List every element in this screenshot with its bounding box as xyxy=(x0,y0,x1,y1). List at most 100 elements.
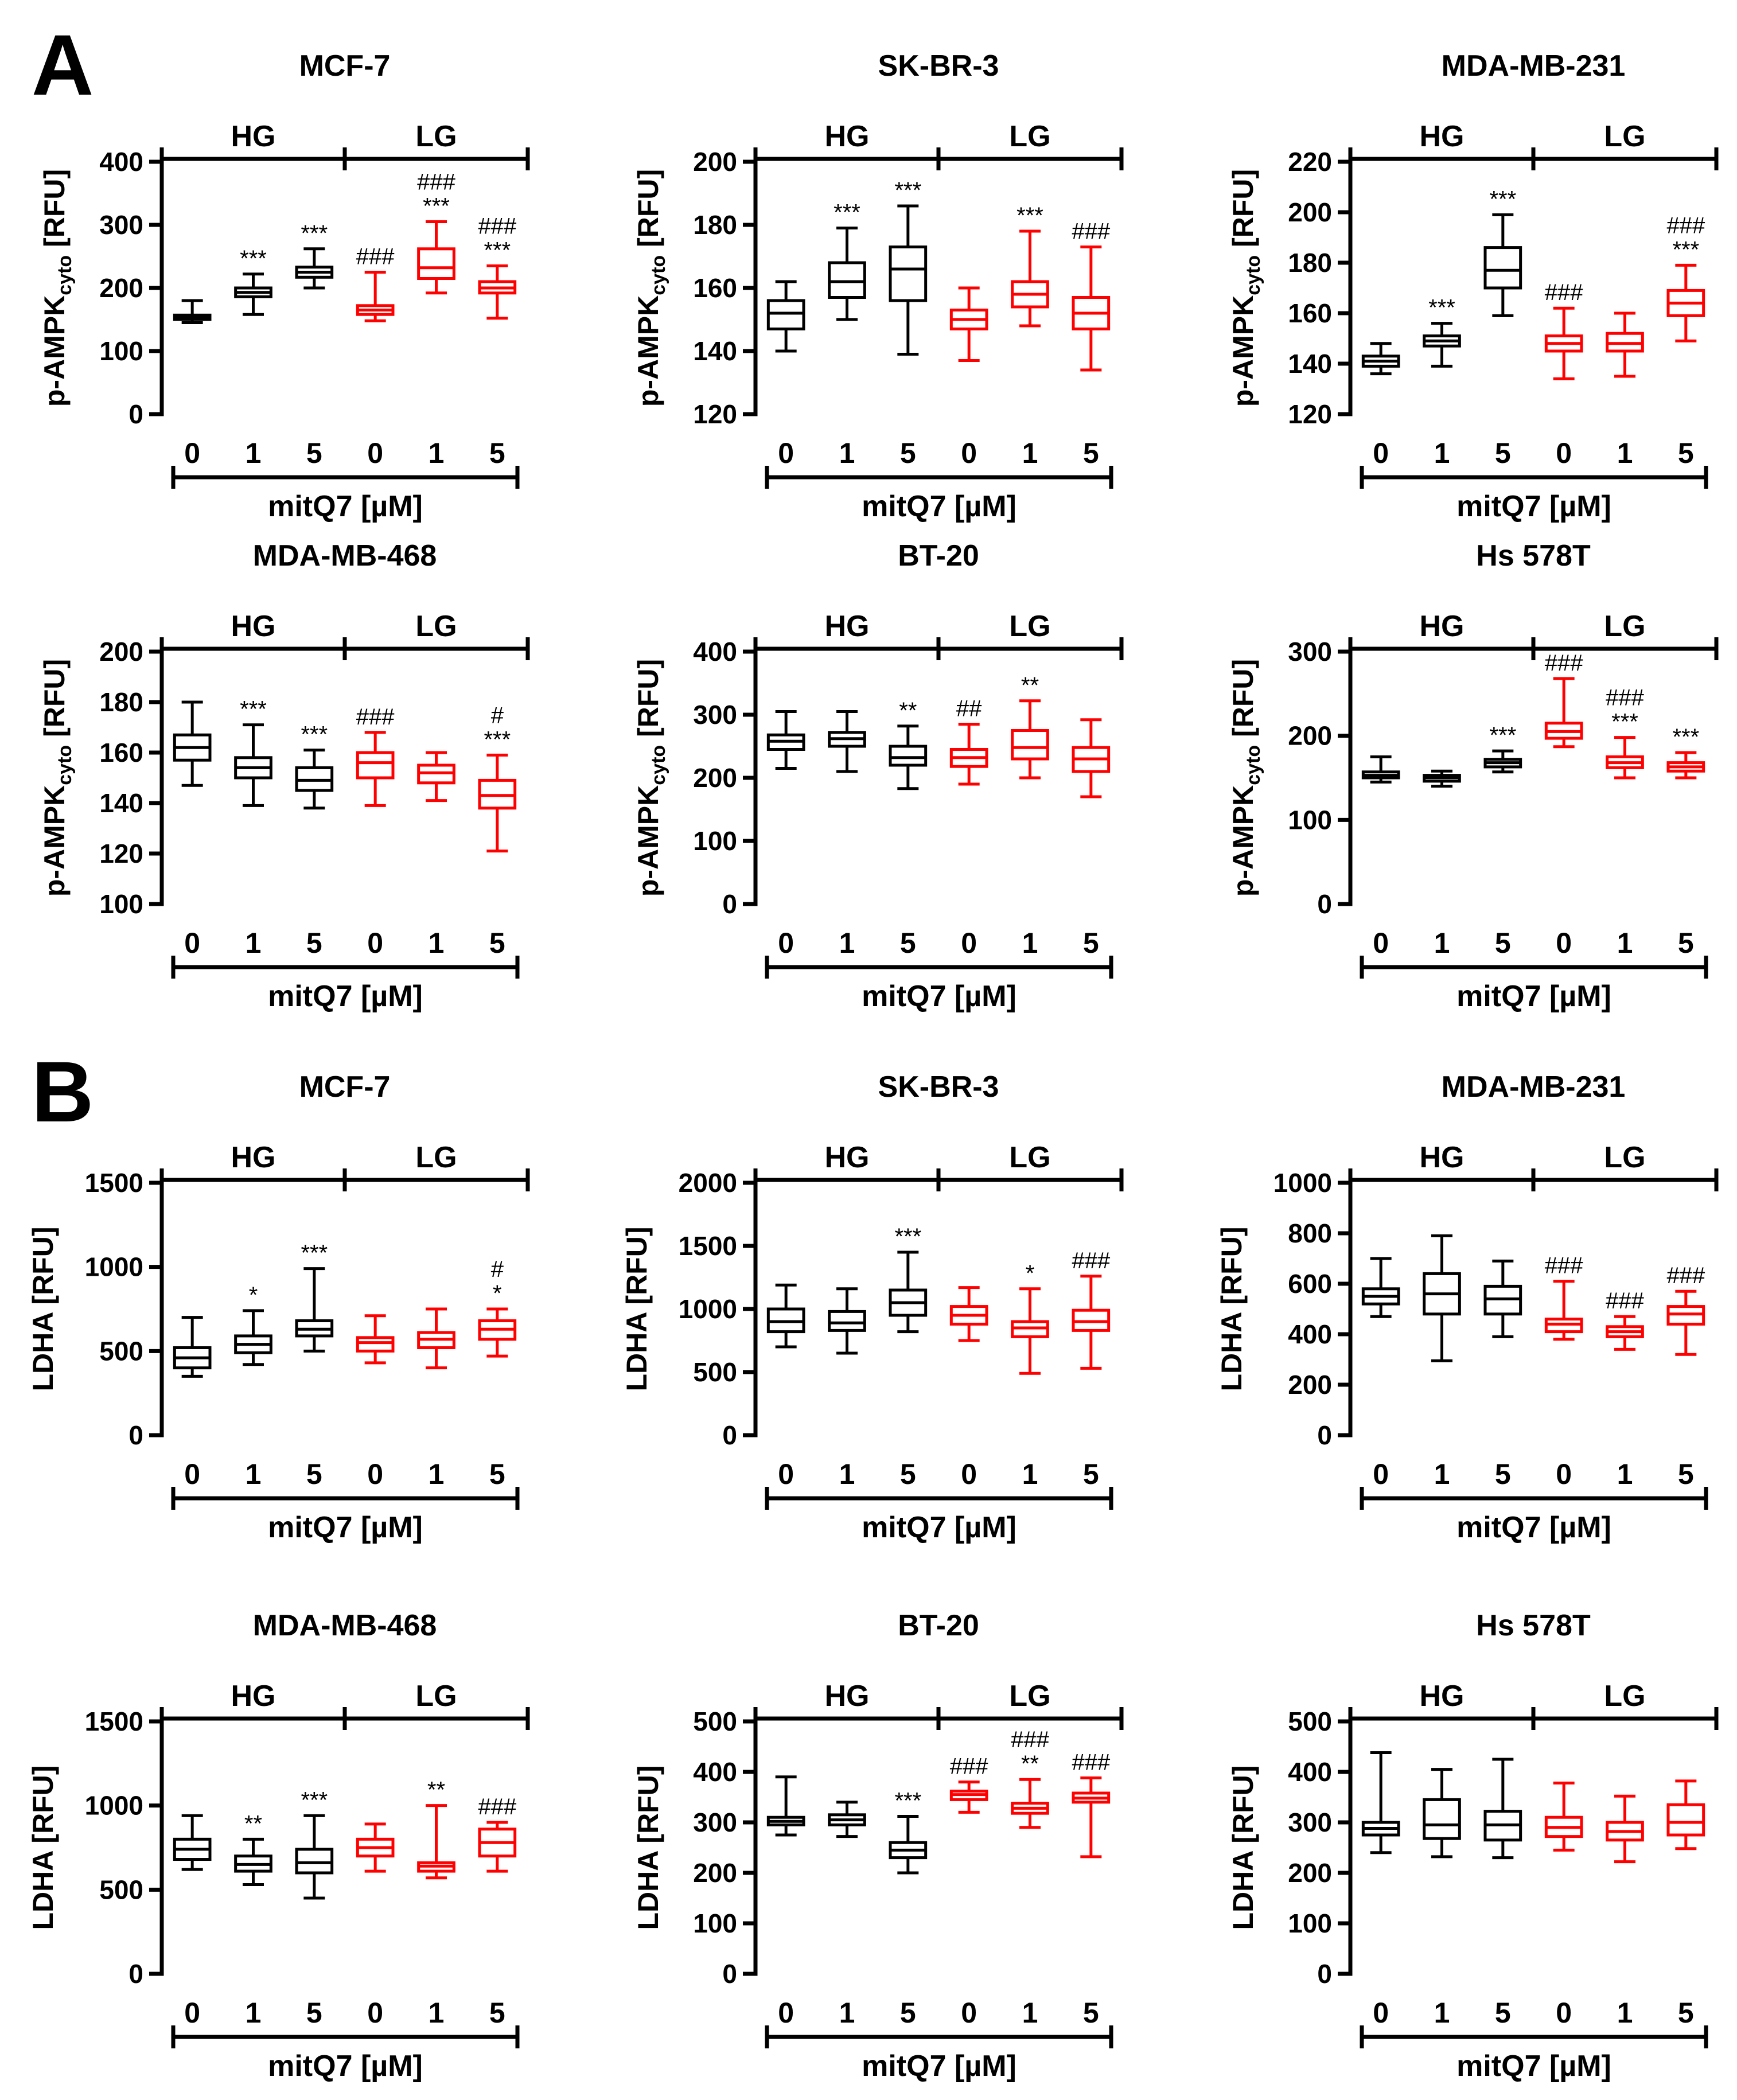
group-label-hg: HG xyxy=(825,120,870,153)
box-hg-1 xyxy=(234,723,272,807)
x-tick-label: 5 xyxy=(489,437,505,469)
box-lg-4 xyxy=(417,1307,455,1370)
group-label-lg: LG xyxy=(415,120,457,153)
y-tick-label: 400 xyxy=(1288,1757,1332,1787)
box-lg-5 xyxy=(478,1307,517,1358)
significance-label: ### xyxy=(1072,219,1110,244)
x-tick-label: 0 xyxy=(1556,1458,1572,1490)
significance-label: *** xyxy=(301,1241,328,1266)
x-tick-label: 0 xyxy=(184,927,200,959)
x-tick-label: 0 xyxy=(367,437,383,469)
x-tick-label: 1 xyxy=(1617,1997,1633,2029)
y-tick-label: 100 xyxy=(1288,805,1332,835)
significance-label: *** xyxy=(1672,724,1699,750)
y-axis-label-unit: [RFU] xyxy=(632,169,664,255)
x-tick-label: 5 xyxy=(1083,1458,1099,1490)
group-label-hg: HG xyxy=(1420,1680,1465,1713)
box-hg-0 xyxy=(173,1316,212,1378)
significance-label: *** xyxy=(1611,710,1638,735)
x-axis-label: mitQ7 [µM] xyxy=(268,2050,423,2083)
x-tick-label: 1 xyxy=(1617,1458,1633,1490)
significance-label: *** xyxy=(484,727,511,752)
y-tick-label: 200 xyxy=(693,1858,737,1888)
y-tick-label: 500 xyxy=(99,1336,143,1366)
significance-label: *** xyxy=(301,221,328,246)
box-lg-5 xyxy=(478,1821,517,1873)
y-tick-label: 1500 xyxy=(679,1231,737,1261)
y-axis-label-main: p-AMPK xyxy=(38,295,71,407)
significance-label: * xyxy=(1026,1261,1035,1286)
box-lg-3 xyxy=(356,271,395,322)
x-tick-label: 5 xyxy=(1495,927,1511,959)
y-tick-label: 800 xyxy=(1288,1218,1332,1248)
box-iqr xyxy=(889,745,928,767)
y-tick-label: 1000 xyxy=(85,1791,143,1821)
y-tick-label: 220 xyxy=(1288,147,1332,177)
box-hg-0 xyxy=(1361,755,1400,784)
significance-label: # xyxy=(491,1257,504,1282)
y-tick-label: 0 xyxy=(722,889,737,919)
y-tick-label: 200 xyxy=(1288,1370,1332,1400)
box-lg-5 xyxy=(1666,751,1705,780)
box-lg-5 xyxy=(1072,1275,1111,1370)
x-tick-label: 5 xyxy=(1495,437,1511,469)
y-tick-label: 160 xyxy=(1288,298,1332,328)
box-lg-4 xyxy=(417,1804,455,1880)
chart-title: MDA-MB-468 xyxy=(253,1609,437,1642)
y-tick-label: 300 xyxy=(99,210,143,240)
box-lg-3 xyxy=(356,731,395,807)
y-tick-label: 180 xyxy=(1288,248,1332,278)
box-lg-3 xyxy=(949,1286,988,1342)
x-tick-label: 1 xyxy=(839,1458,855,1490)
x-tick-label: 1 xyxy=(246,927,262,959)
y-tick-label: 600 xyxy=(1288,1269,1332,1299)
y-tick-label: 400 xyxy=(99,147,143,177)
x-tick-label: 5 xyxy=(1678,437,1694,469)
y-tick-label: 1500 xyxy=(85,1707,143,1736)
box-lg-3 xyxy=(949,286,988,362)
significance-label: *** xyxy=(301,1787,328,1813)
y-tick-label: 0 xyxy=(128,399,143,429)
box-iqr xyxy=(828,261,866,299)
y-tick-label: 120 xyxy=(99,839,143,868)
y-axis-label-sub: cyto xyxy=(648,745,669,785)
y-tick-label: 0 xyxy=(128,1959,143,1989)
box-hg-2 xyxy=(295,749,334,810)
box-lg-4 xyxy=(1606,736,1644,780)
y-tick-label: 300 xyxy=(1288,637,1332,667)
box-hg-1 xyxy=(828,1801,866,1838)
box-iqr xyxy=(1483,246,1522,290)
box-lg-3 xyxy=(356,1314,395,1365)
y-axis-label-main: p-AMPK xyxy=(1227,295,1259,407)
y-tick-label: 140 xyxy=(1288,349,1332,379)
y-axis-label-main: LDHA [RFU] xyxy=(621,1227,653,1392)
box-lg-3 xyxy=(356,1822,395,1873)
y-axis-label: p-AMPKcyto [RFU] xyxy=(632,169,669,407)
x-tick-label: 0 xyxy=(778,437,794,469)
x-tick-label: 5 xyxy=(1083,927,1099,959)
y-axis-label-sub: cyto xyxy=(54,255,76,295)
box-lg-3 xyxy=(949,723,988,786)
x-tick-label: 1 xyxy=(839,437,855,469)
chart-title: MCF-7 xyxy=(299,1070,391,1104)
box-iqr xyxy=(356,1336,395,1353)
significance-label: *** xyxy=(1672,237,1699,262)
y-tick-label: 1000 xyxy=(1273,1168,1332,1198)
box-hg-0 xyxy=(766,280,805,353)
significance-label: ### xyxy=(356,244,395,270)
y-tick-label: 140 xyxy=(99,788,143,818)
x-tick-label: 5 xyxy=(900,1997,916,2029)
box-lg-5 xyxy=(1072,246,1111,372)
y-tick-label: 400 xyxy=(693,637,737,667)
x-tick-label: 1 xyxy=(1434,437,1450,469)
significance-label: *** xyxy=(1428,295,1455,321)
significance-label: *** xyxy=(894,1224,921,1249)
chart-title: SK-BR-3 xyxy=(878,1070,999,1104)
significance-label: # xyxy=(491,703,504,728)
box-lg-4 xyxy=(1011,699,1049,780)
x-tick-label: 1 xyxy=(429,1997,445,2029)
y-tick-label: 200 xyxy=(693,763,737,793)
chart-B6: Hs 578T HG LG 0 100 200 300 400 500 LDHA [RFU] 0 1 5… xyxy=(1227,1609,1719,2083)
x-tick-label: 0 xyxy=(184,1997,200,2029)
y-tick-label: 1000 xyxy=(85,1252,143,1282)
